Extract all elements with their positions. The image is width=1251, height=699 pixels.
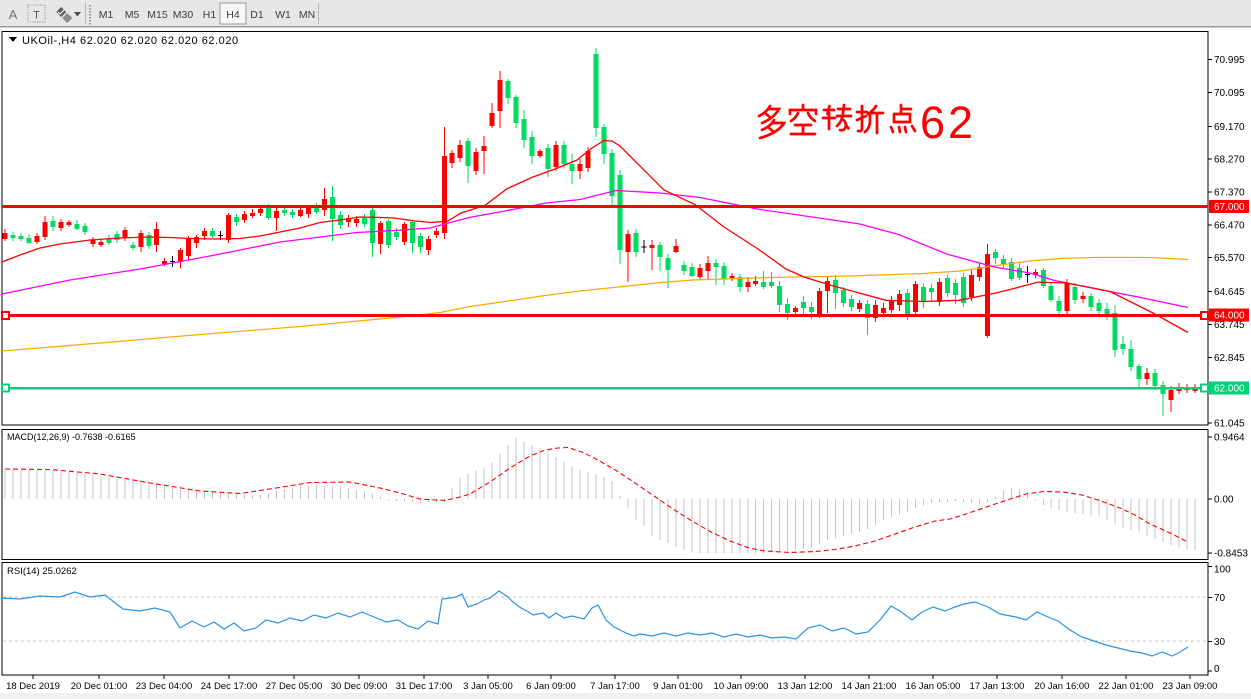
svg-text:70.995: 70.995 [1214,55,1245,66]
svg-text:67.000: 67.000 [1214,202,1245,213]
svg-text:30: 30 [1214,637,1226,648]
svg-text:0.00: 0.00 [1214,495,1234,506]
svg-text:66.470: 66.470 [1214,220,1245,231]
svg-text:D1: D1 [250,9,264,21]
svg-text:20 Dec 01:00: 20 Dec 01:00 [71,681,128,692]
svg-text:UKOil-,H4 62.020 62.020 62.02: UKOil-,H4 62.020 62.020 62.020 62.020 [22,35,239,47]
svg-text:MACD(12,26,9) -0.7638 -0.6165: MACD(12,26,9) -0.7638 -0.6165 [7,432,136,442]
svg-text:64.000: 64.000 [1214,311,1245,322]
svg-text:0: 0 [1214,664,1220,675]
svg-text:T: T [33,10,40,22]
svg-text:M1: M1 [99,9,114,21]
svg-text:67.370: 67.370 [1214,188,1245,199]
svg-text:M30: M30 [173,9,194,21]
svg-text:14 Jan 21:00: 14 Jan 21:00 [842,681,897,692]
svg-text:3 Jan 05:00: 3 Jan 05:00 [463,681,513,692]
svg-text:RSI(14) 25.0262: RSI(14) 25.0262 [7,566,77,577]
svg-text:69.170: 69.170 [1214,122,1245,133]
svg-text:22 Jan 01:00: 22 Jan 01:00 [1099,681,1154,692]
svg-text:-0.8453: -0.8453 [1214,549,1248,560]
svg-text:23 Jan 09:00: 23 Jan 09:00 [1163,681,1218,692]
svg-text:9 Jan 01:00: 9 Jan 01:00 [653,681,703,692]
svg-text:18 Dec 2019: 18 Dec 2019 [6,681,60,692]
svg-text:MN: MN [299,9,315,21]
svg-text:6 Jan 09:00: 6 Jan 09:00 [526,681,576,692]
svg-text:A: A [9,7,18,22]
svg-text:61.045: 61.045 [1214,419,1245,430]
svg-text:64.645: 64.645 [1214,287,1245,298]
svg-text:10 Jan 09:00: 10 Jan 09:00 [714,681,769,692]
svg-text:31 Dec 17:00: 31 Dec 17:00 [396,681,453,692]
svg-text:23 Dec 04:00: 23 Dec 04:00 [136,681,193,692]
svg-text:13 Jan 12:00: 13 Jan 12:00 [778,681,833,692]
svg-text:M15: M15 [147,9,168,21]
svg-text:70: 70 [1214,593,1226,604]
svg-text:M5: M5 [125,9,140,21]
svg-text:27 Dec 05:00: 27 Dec 05:00 [266,681,323,692]
svg-text:68.270: 68.270 [1214,155,1245,166]
svg-text:30 Dec 09:00: 30 Dec 09:00 [331,681,388,692]
svg-text:17 Jan 13:00: 17 Jan 13:00 [970,681,1025,692]
svg-text:62.845: 62.845 [1214,353,1245,364]
svg-text:W1: W1 [275,9,291,21]
svg-text:7 Jan 17:00: 7 Jan 17:00 [590,681,640,692]
svg-text:24 Dec 17:00: 24 Dec 17:00 [201,681,258,692]
svg-text:16 Jan 05:00: 16 Jan 05:00 [906,681,961,692]
svg-text:63.745: 63.745 [1214,320,1245,331]
svg-text:65.570: 65.570 [1214,253,1245,264]
svg-text:62: 62 [920,97,976,148]
svg-text:20 Jan 16:00: 20 Jan 16:00 [1035,681,1090,692]
svg-text:62.000: 62.000 [1214,383,1245,394]
svg-text:100: 100 [1214,564,1231,575]
svg-text:0.9464: 0.9464 [1214,433,1245,444]
svg-text:H1: H1 [203,9,217,21]
svg-text:H4: H4 [226,9,240,21]
svg-text:70.095: 70.095 [1214,88,1245,99]
